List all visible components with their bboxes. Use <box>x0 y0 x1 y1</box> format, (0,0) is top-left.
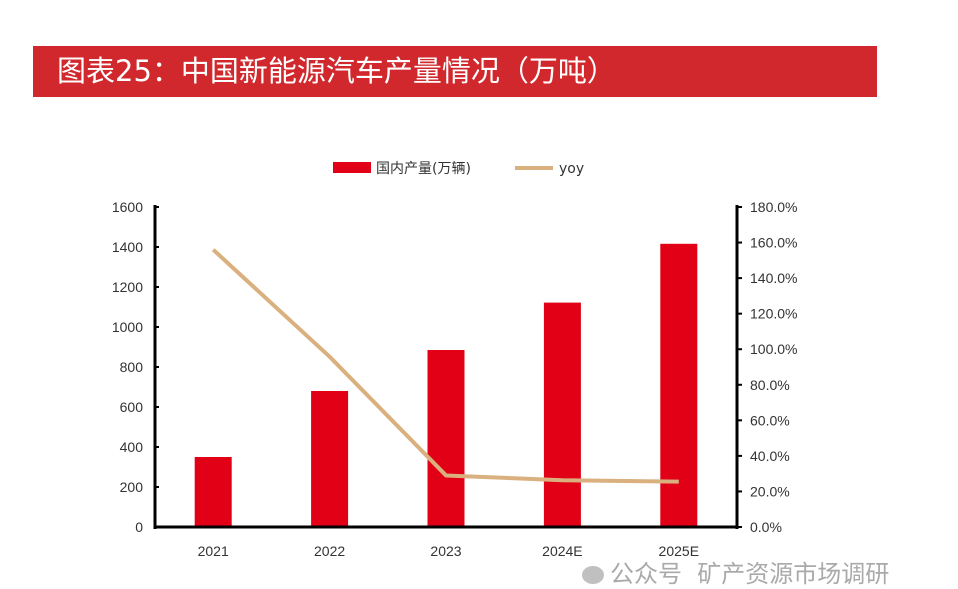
right-tick-label: 80.0% <box>750 377 790 393</box>
left-tick-label: 1000 <box>112 319 143 335</box>
watermark-name: 矿产资源市场调研 <box>697 560 890 588</box>
left-tick-label: 1600 <box>112 199 143 215</box>
left-tick-label: 800 <box>120 359 144 375</box>
left-tick-label: 1400 <box>112 239 143 255</box>
x-tick-label: 2024E <box>542 543 582 559</box>
right-tick-label: 120.0% <box>750 306 797 322</box>
right-tick-label: 40.0% <box>750 448 790 464</box>
watermark-account: 公众号 <box>610 560 682 588</box>
right-tick-label: 180.0% <box>750 199 797 215</box>
right-tick-label: 140.0% <box>750 270 797 286</box>
left-tick-label: 200 <box>120 479 144 495</box>
right-tick-label: 160.0% <box>750 235 797 251</box>
watermark: 公众号 矿产资源市场调研 <box>582 560 889 588</box>
right-tick-label: 60.0% <box>750 412 790 428</box>
bar-2022 <box>311 391 349 527</box>
legend-bar-label: 国内产量(万辆) <box>376 161 471 177</box>
wechat-icon <box>582 566 604 584</box>
title-banner: 图表25：中国新能源汽车产量情况（万吨） <box>33 46 877 97</box>
right-tick-label: 0.0% <box>750 519 782 535</box>
bar-2023 <box>427 350 465 527</box>
right-tick-label: 100.0% <box>750 341 797 357</box>
bar-2024E <box>543 302 581 527</box>
x-tick-label: 2022 <box>314 543 345 559</box>
x-tick-label: 2025E <box>659 543 699 559</box>
left-tick-label: 600 <box>120 399 144 415</box>
x-tick-label: 2023 <box>430 543 461 559</box>
chart-title: 图表25：中国新能源汽车产量情况（万吨） <box>57 54 616 88</box>
legend-line-label: yoy <box>559 161 584 177</box>
left-tick-label: 1200 <box>112 279 143 295</box>
legend-bar-swatch <box>333 162 371 173</box>
left-tick-label: 0 <box>135 519 143 535</box>
x-tick-label: 2021 <box>198 543 229 559</box>
right-tick-label: 20.0% <box>750 483 790 499</box>
bar-2021 <box>194 457 232 527</box>
bar-2025E <box>660 243 698 528</box>
left-tick-label: 400 <box>120 439 144 455</box>
